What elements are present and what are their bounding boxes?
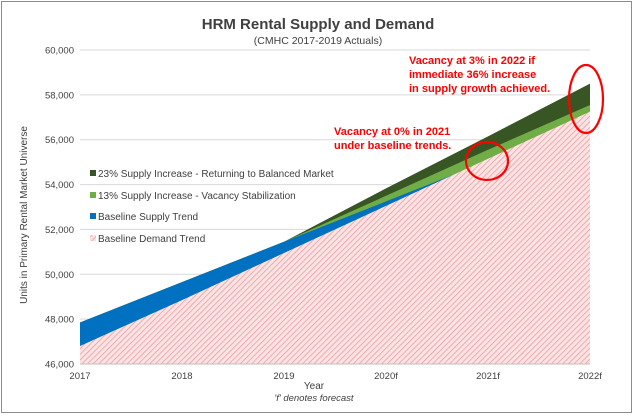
y-tick-label: 52,000: [45, 225, 74, 236]
x-tick-label: 2020f: [374, 371, 398, 382]
plot-areas: [80, 83, 590, 365]
legend-item-baseline-supply: Baseline Supply Trend: [90, 212, 198, 223]
legend-swatch: [90, 235, 96, 241]
annotation-line: Vacancy at 3% in 2022 if: [409, 55, 535, 67]
annotation-line: immediate 36% increase: [409, 69, 536, 81]
annotations: Vacancy at 3% in 2022 if immediate 36% in…: [334, 55, 550, 152]
area-baseline-demand-trend: [80, 111, 590, 364]
chart-subtitle: (CMHC 2017-2019 Actuals): [254, 35, 382, 47]
y-tick-label: 46,000: [45, 360, 74, 371]
legend-label: 23% Supply Increase - Returning to Balan…: [98, 169, 334, 180]
y-tick-label: 56,000: [45, 135, 74, 146]
x-axis-ticks: 2017 2018 2019 2020f 2021f 2022f: [69, 371, 602, 382]
annotation-line: under baseline trends.: [334, 140, 451, 152]
annotation-vacancy-0pct: Vacancy at 0% in 2021 under baseline tren…: [334, 126, 451, 152]
annotation-circle-2022: [567, 63, 605, 135]
x-axis-label: Year: [304, 381, 325, 392]
forecast-note: 'f' denotes forecast: [274, 393, 354, 404]
legend-label: 13% Supply Increase - Vacancy Stabilizat…: [98, 191, 296, 202]
legend-swatch: [90, 170, 96, 176]
y-tick-label: 58,000: [45, 90, 74, 101]
legend-label: Baseline Demand Trend: [98, 234, 205, 245]
legend-swatch: [90, 213, 96, 219]
annotation-line: Vacancy at 0% in 2021: [334, 126, 450, 138]
annotation-line: in supply growth achieved.: [409, 83, 550, 95]
annotation-circle-2021: [464, 140, 510, 182]
x-tick-label: 2021f: [476, 371, 500, 382]
legend-item-baseline-demand: Baseline Demand Trend: [90, 234, 205, 245]
y-tick-label: 54,000: [45, 180, 74, 191]
x-tick-label: 2017: [69, 371, 90, 382]
legend-label: Baseline Supply Trend: [98, 212, 198, 223]
x-tick-label: 2018: [171, 371, 192, 382]
y-tick-label: 48,000: [45, 315, 74, 326]
legend-item-23pct: 23% Supply Increase - Returning to Balan…: [90, 169, 334, 180]
x-tick-label: 2019: [273, 371, 294, 382]
chart-title: HRM Rental Supply and Demand: [202, 16, 435, 33]
legend: 23% Supply Increase - Returning to Balan…: [90, 169, 334, 245]
y-axis-ticks: 46,000 48,000 50,000 52,000 54,000 56,000 58,0…: [45, 46, 74, 371]
y-tick-label: 50,000: [45, 270, 74, 281]
y-axis-label: Units in Primary Rental Market Universe: [19, 126, 30, 304]
legend-swatch: [90, 192, 96, 198]
legend-item-13pct: 13% Supply Increase - Vacancy Stabilizat…: [90, 191, 296, 202]
annotation-vacancy-3pct: Vacancy at 3% in 2022 if immediate 36% in…: [409, 55, 550, 95]
y-tick-label: 60,000: [45, 46, 74, 57]
x-tick-label: 2022f: [578, 371, 602, 382]
